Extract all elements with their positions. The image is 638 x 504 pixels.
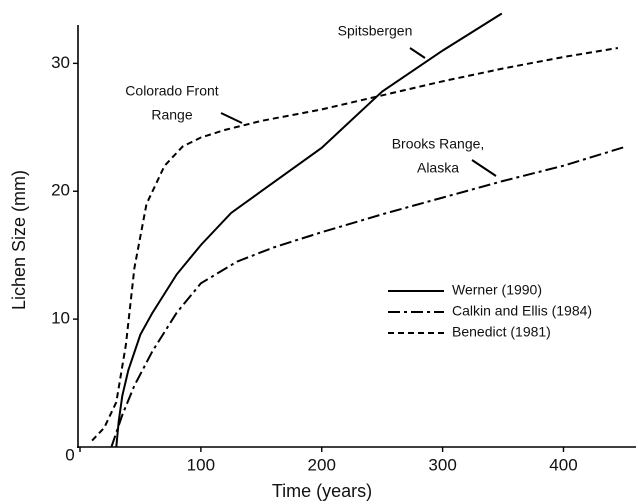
annotation-leader — [409, 47, 426, 59]
legend-label: Calkin and Ellis (1984) — [452, 303, 592, 319]
x-tick-label: 300 — [428, 455, 456, 474]
annotation: Range — [151, 107, 192, 123]
annotation: Brooks Range, — [392, 136, 485, 152]
x-axis-label: Time (years) — [272, 481, 372, 501]
x-tick-label: 400 — [549, 455, 577, 474]
line-series — [115, 12, 503, 448]
annotation-leader — [471, 159, 497, 177]
annotation-leader — [220, 112, 243, 124]
y-tick-label: 20 — [51, 181, 70, 200]
line-series — [91, 47, 619, 442]
line-series — [110, 145, 627, 448]
x-tick-label: 100 — [187, 455, 215, 474]
x-tick-label: 200 — [308, 455, 336, 474]
legend-label: Werner (1990) — [452, 282, 542, 298]
annotation: Spitsbergen — [338, 23, 413, 39]
annotation: Colorado Front — [125, 83, 218, 99]
y-axis-label: Lichen Size (mm) — [9, 170, 29, 310]
y-tick-label: 10 — [51, 309, 70, 328]
annotation: Alaska — [417, 160, 459, 176]
x-tick-label: 0 — [65, 445, 74, 464]
legend-label: Benedict (1981) — [452, 324, 551, 340]
y-tick-label: 30 — [51, 53, 70, 72]
